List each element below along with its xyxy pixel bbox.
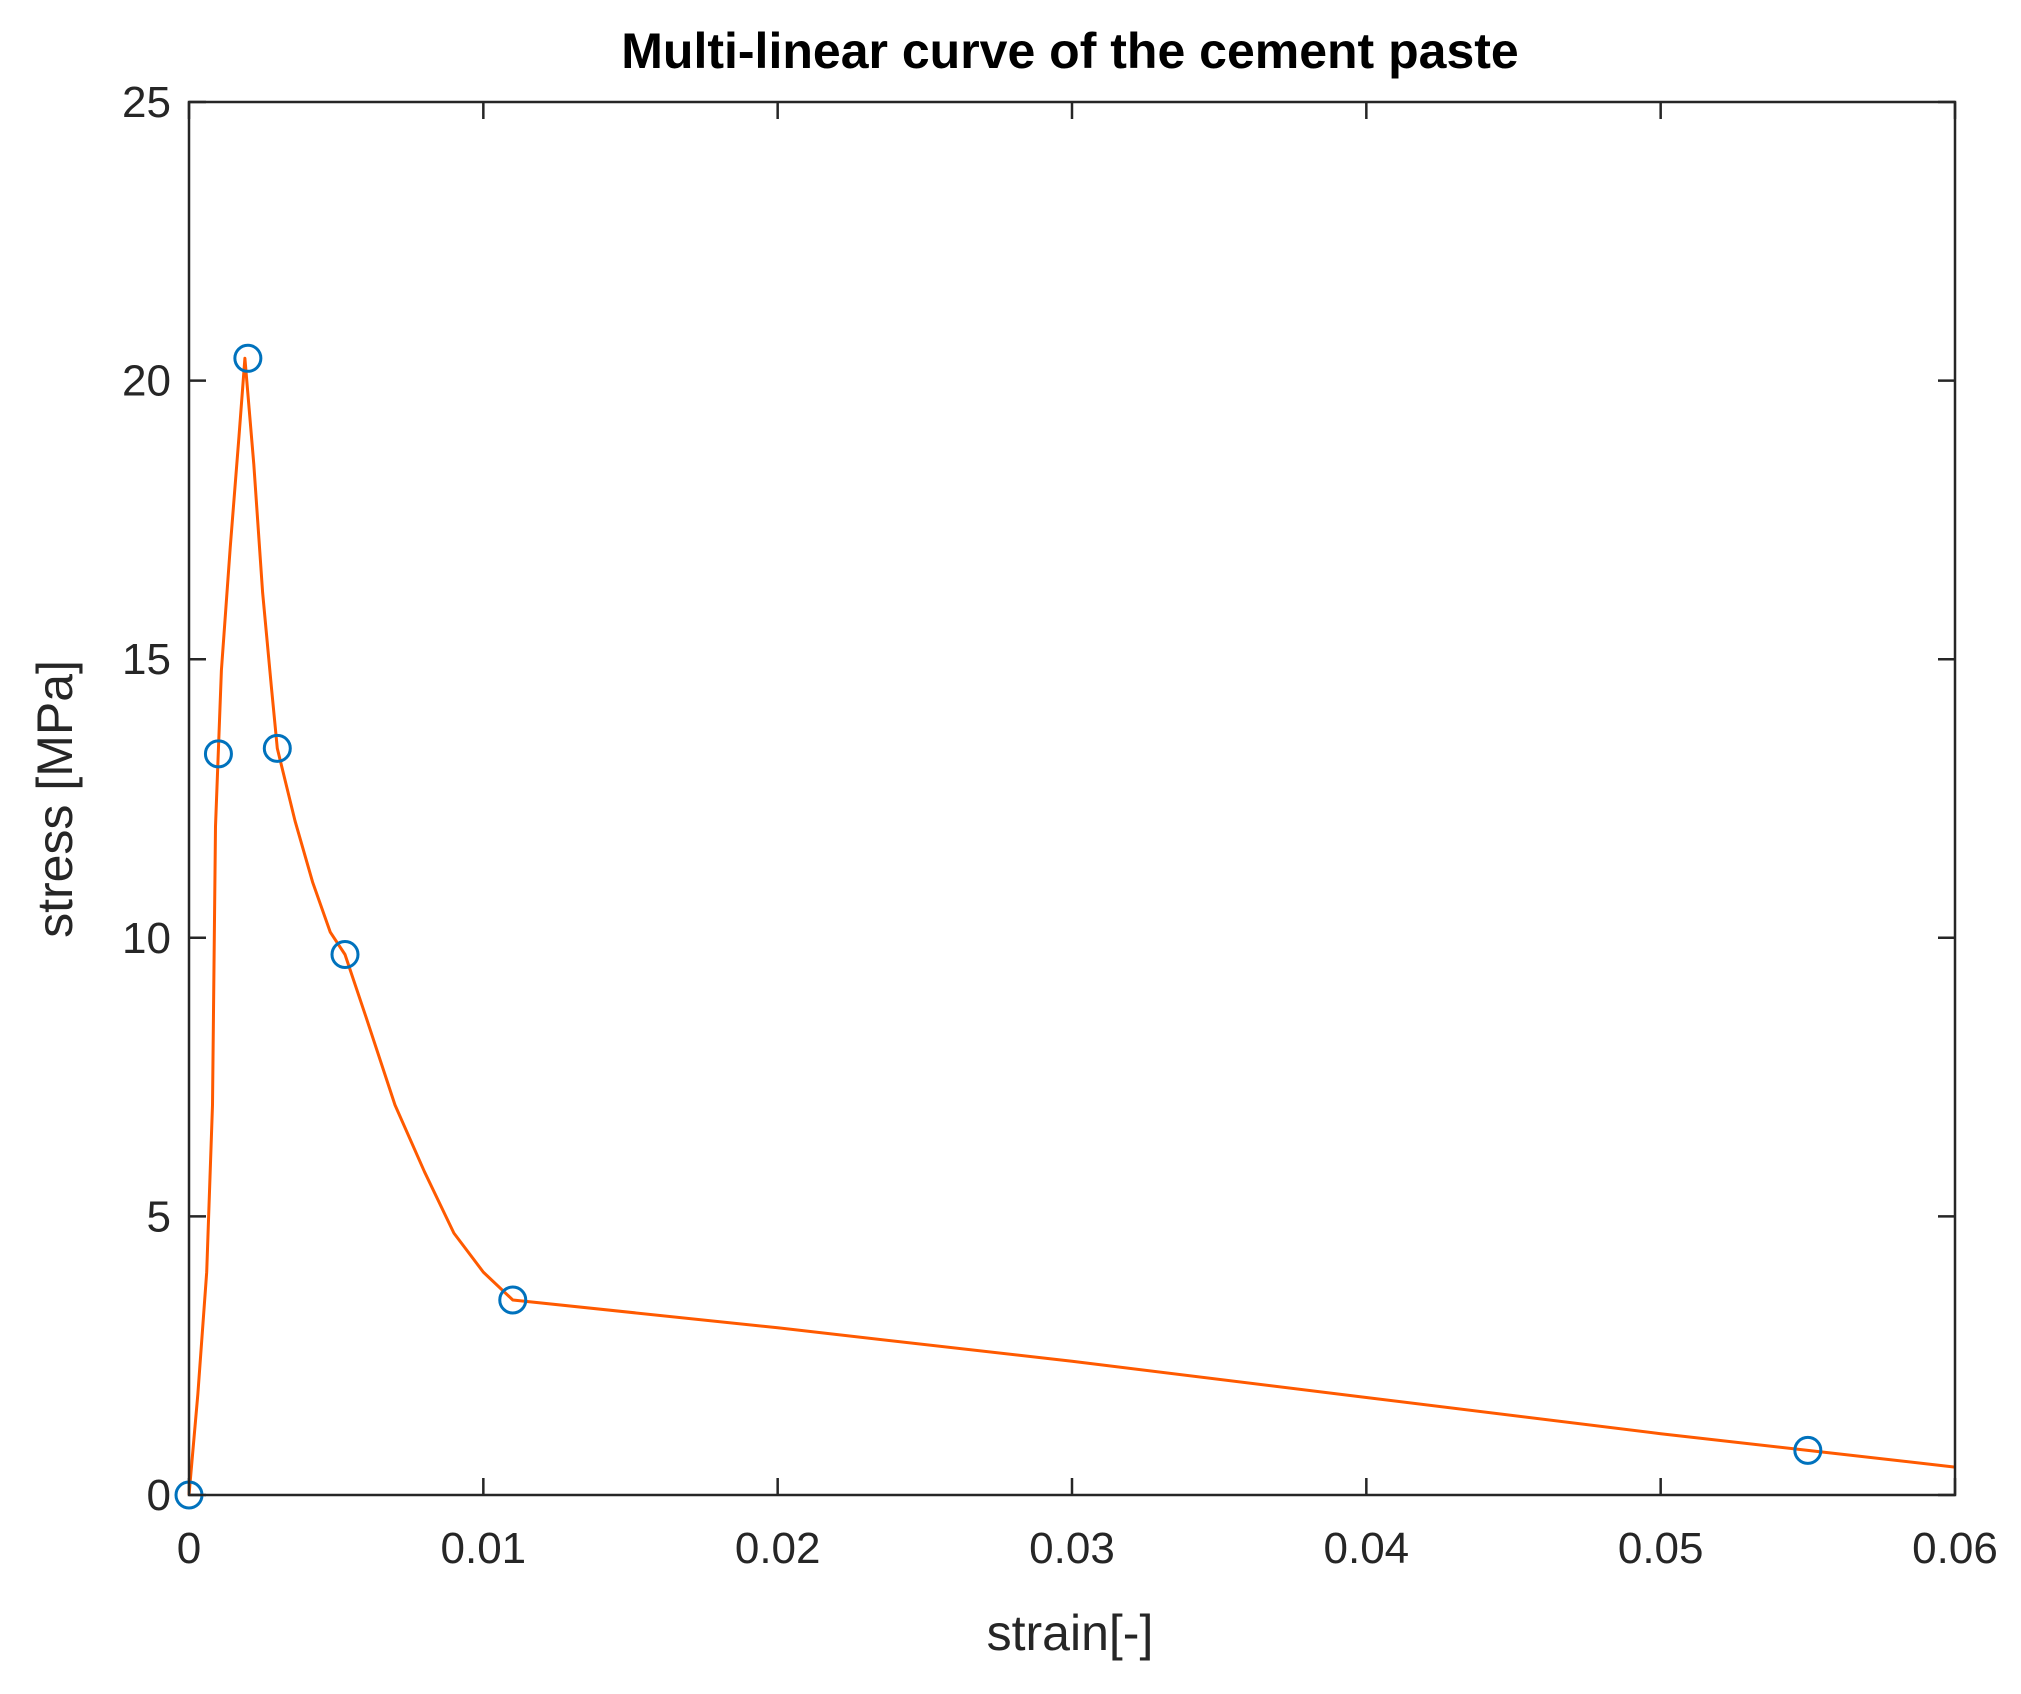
- tick-marks: [187, 100, 1957, 1497]
- y-tick-label: 5: [147, 1192, 171, 1241]
- x-tick-label: 0.01: [441, 1524, 527, 1573]
- x-tick-label: 0.04: [1324, 1524, 1410, 1573]
- x-axis-title: strain[-]: [987, 1605, 1154, 1661]
- y-tick-label: 10: [122, 914, 171, 963]
- y-tick-label: 25: [122, 78, 171, 127]
- stress-strain-curve: [187, 356, 1956, 1496]
- data-point-marker: [1793, 1435, 1823, 1465]
- plot-series: [174, 343, 1956, 1510]
- y-axis-title: stress [MPa]: [27, 660, 83, 938]
- tick-labels: 0 0.01 0.02 0.03 0.04 0.05 0.06 0 5 10 15 20 25: [122, 78, 1998, 1573]
- x-tick-label: 0.02: [735, 1524, 821, 1573]
- data-point-marker: [262, 733, 292, 763]
- data-point-marker: [233, 343, 263, 373]
- y-tick-label: 20: [122, 357, 171, 406]
- x-tick-label: 0.03: [1029, 1524, 1115, 1573]
- y-tick-label: 15: [122, 635, 171, 684]
- x-tick-label: 0: [177, 1524, 201, 1573]
- x-tick-label: 0.06: [1912, 1524, 1998, 1573]
- data-point-marker: [203, 739, 233, 769]
- data-point-marker: [498, 1285, 528, 1315]
- plot-area-frame: [187, 100, 1957, 1497]
- chart-title: Multi-linear curve of the cement paste: [621, 23, 1518, 79]
- data-point-marker: [330, 940, 360, 970]
- y-tick-label: 0: [147, 1471, 171, 1520]
- x-tick-label: 0.05: [1618, 1524, 1704, 1573]
